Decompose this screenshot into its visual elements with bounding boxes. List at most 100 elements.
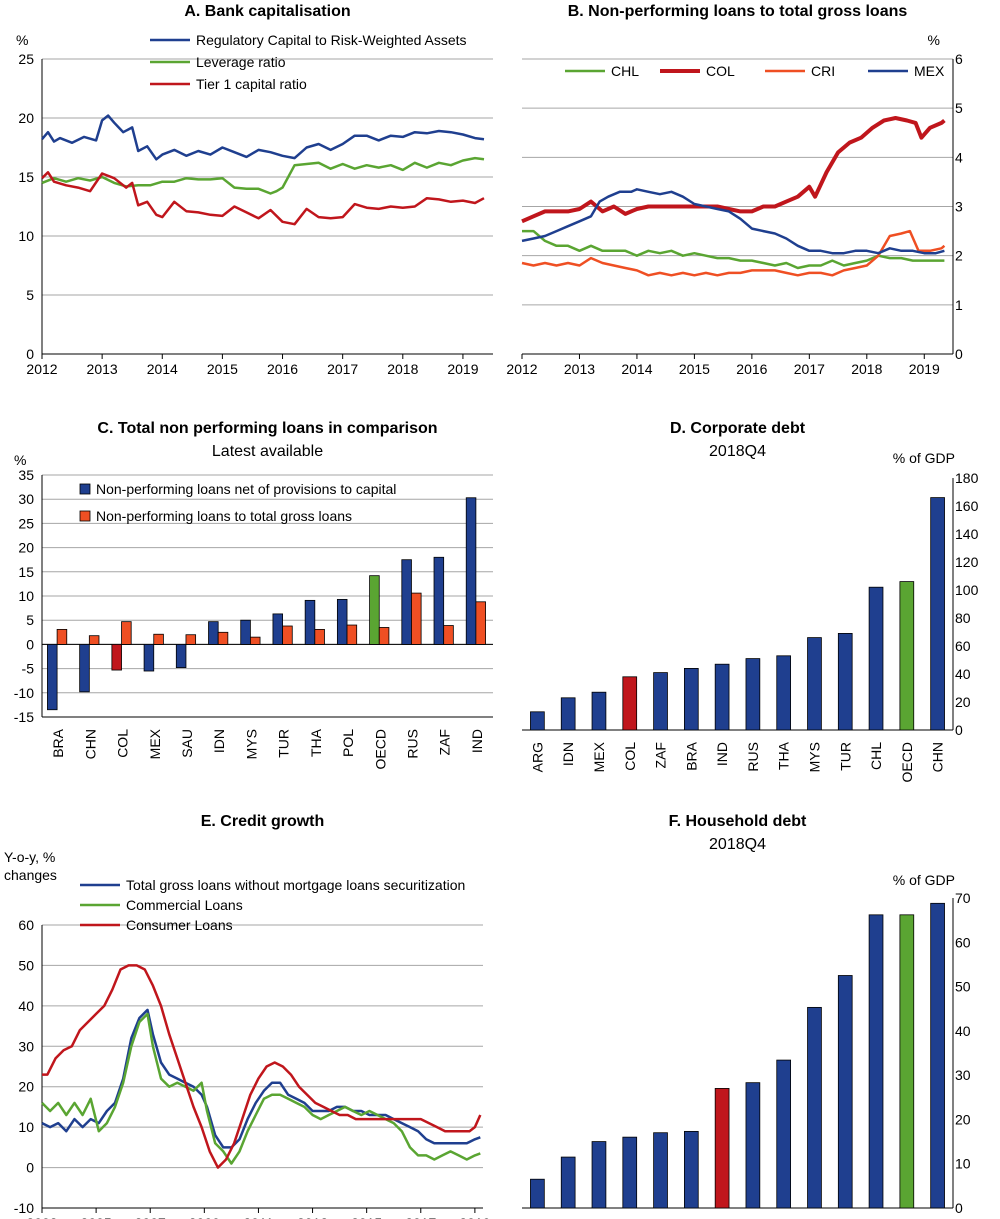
bar-pol-0 <box>336 598 348 645</box>
legend-label: Non-performing loans to total gross loan… <box>96 508 352 524</box>
bar-chn-1 <box>88 635 100 645</box>
y-tick-label: 0 <box>26 346 34 362</box>
y-tick-label: 25 <box>18 51 34 67</box>
bar-ind <box>560 1156 576 1209</box>
y-axis-unit: % <box>16 32 28 48</box>
bar-col-1 <box>121 621 132 645</box>
bar-idn <box>560 697 576 731</box>
x-tick-label: 2015 <box>207 361 238 377</box>
y-tick-label: 6 <box>955 51 963 67</box>
panel-f: F. Household debt 2018Q4 % of GDP 0 10 20 30 40… <box>522 813 971 1216</box>
x-tick-label: 2018 <box>851 361 882 377</box>
bar-bra <box>683 668 699 731</box>
chart-title: F. Household debt <box>669 813 807 830</box>
bar-tha-1 <box>314 628 325 645</box>
y-axis-unit: % of GDP <box>893 450 955 466</box>
y-tick-label: 50 <box>18 957 34 973</box>
bar-rus <box>745 658 761 731</box>
x-tick-label: 2015 <box>679 361 710 377</box>
x-tick-label: CHN <box>82 729 98 759</box>
panel-d: D. Corporate debt 2018Q4 % of GDP 0 20 40 60 80… <box>522 420 979 782</box>
y-tick-label: 60 <box>18 917 34 933</box>
y-tick-label: 4 <box>955 149 963 165</box>
y-tick-label: 30 <box>18 491 34 507</box>
x-tick-label: 2016 <box>267 361 298 377</box>
panel-e: E. Credit growth Y-o-y, % changes -10 0 10 20 3… <box>4 813 491 1219</box>
bar-tur <box>591 1141 607 1209</box>
x-tick-label: ZAF <box>653 742 669 768</box>
bar-col-0 <box>111 644 122 671</box>
series-line-leverage-ratio <box>41 156 485 195</box>
x-tick-label: CHL <box>868 742 884 770</box>
y-tick-label: 35 <box>18 467 34 483</box>
bar-col <box>714 1088 730 1209</box>
legend-label: MEX <box>914 63 945 79</box>
chart-title: A. Bank capitalisation <box>184 3 350 20</box>
x-tick-label: MYS <box>806 742 822 772</box>
bar-rus-1 <box>411 592 422 645</box>
x-tick-label: THA <box>776 741 792 770</box>
x-tick-label: 2019 <box>447 361 478 377</box>
bar-arg <box>530 711 545 731</box>
bar-zaf-0 <box>433 556 445 645</box>
x-tick-label: IDN <box>211 729 227 753</box>
x-tick-label: 2019 <box>459 1215 490 1219</box>
y-tick-label: -10 <box>14 1200 34 1216</box>
x-tick-label: 2016 <box>736 361 767 377</box>
legend-label: Consumer Loans <box>126 917 233 933</box>
x-tick-label: 2014 <box>621 361 652 377</box>
bar-mys-1 <box>249 636 261 645</box>
legend-label: Regulatory Capital to Risk-Weighted Asse… <box>196 32 467 48</box>
y-tick-label: -10 <box>14 685 34 701</box>
y-axis-unit: changes <box>4 867 57 883</box>
y-tick-label: 100 <box>955 582 979 598</box>
bar-rus-0 <box>401 559 412 645</box>
chart-subtitle: 2018Q4 <box>709 443 766 460</box>
x-tick-label: CHN <box>930 742 946 772</box>
x-tick-label: 2003 <box>26 1215 57 1219</box>
y-tick-label: 1 <box>955 297 963 313</box>
bar-tur <box>837 633 853 731</box>
y-tick-label: 10 <box>18 588 34 604</box>
x-tick-label: IND <box>714 742 730 766</box>
y-tick-label: 0 <box>955 346 963 362</box>
bar-sau-0 <box>175 644 187 669</box>
bar-idn-1 <box>217 631 229 645</box>
x-tick-label: 2017 <box>794 361 825 377</box>
x-tick-label: 2013 <box>87 361 118 377</box>
bar-bra <box>745 1082 761 1209</box>
x-tick-label: MEX <box>591 741 607 772</box>
bar-arg <box>530 1178 545 1209</box>
y-tick-label: -15 <box>14 709 34 725</box>
x-tick-label: COL <box>622 742 638 771</box>
y-tick-label: 160 <box>955 498 979 514</box>
x-tick-label: 2013 <box>564 361 595 377</box>
y-tick-label: 30 <box>18 1038 34 1054</box>
y-tick-label: 10 <box>18 1119 34 1135</box>
legend-label: Tier 1 capital ratio <box>196 76 307 92</box>
bar-tur-0 <box>272 613 284 645</box>
bar-ind <box>714 663 730 731</box>
x-tick-label: MYS <box>243 729 259 759</box>
bar-idn <box>653 1132 668 1209</box>
series-line-cri <box>521 229 946 277</box>
legend-label: COL <box>706 63 735 79</box>
y-axis-unit: % <box>14 452 26 468</box>
y-tick-label: 3 <box>955 199 963 215</box>
legend-label: Total gross loans without mortgage loans… <box>126 877 465 893</box>
y-tick-label: 40 <box>18 998 34 1014</box>
series-line-tier-1-capital-ratio <box>41 171 485 226</box>
chart-title: C. Total non performing loans in compari… <box>97 420 437 437</box>
x-tick-label: 2005 <box>81 1215 112 1219</box>
legend-label: CHL <box>611 63 639 79</box>
x-tick-label: 2012 <box>506 361 537 377</box>
y-tick-label: 0 <box>955 1200 963 1216</box>
legend-label: Non-performing loans net of provisions t… <box>96 481 396 497</box>
x-tick-label: OECD <box>899 742 915 782</box>
y-axis-unit: % <box>928 32 940 48</box>
x-tick-label: OECD <box>372 729 388 769</box>
series-line-consumer-loans <box>42 964 482 1169</box>
panel-a: A. Bank capitalisation% 0 5 10 15 20 25 2012 201… <box>16 3 493 377</box>
bar-chl <box>807 1006 822 1209</box>
